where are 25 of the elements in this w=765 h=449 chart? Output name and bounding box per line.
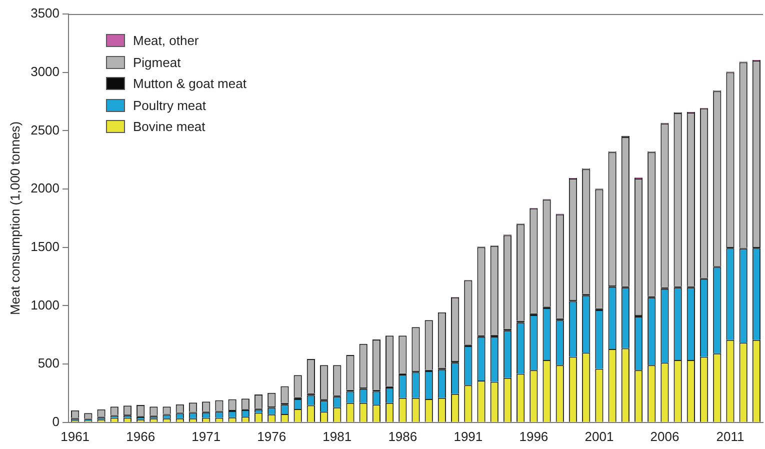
legend-label: Meat, other <box>133 33 199 48</box>
x-tick-label: 2006 <box>650 428 680 444</box>
legend-label: Mutton & goat meat <box>133 76 246 92</box>
x-tick-label: 1981 <box>322 428 352 444</box>
x-tick-label: 1991 <box>454 428 483 444</box>
y-tick-label: 3000 <box>30 64 60 79</box>
y-tick-label: 1000 <box>30 297 60 312</box>
legend-label: Pigmeat <box>133 54 181 70</box>
y-tick-label: 1500 <box>30 238 60 254</box>
x-tick-label: 2001 <box>584 428 614 444</box>
y-tick-label: 0 <box>52 414 60 429</box>
legend-label: Poultry meat <box>133 98 206 113</box>
y-tick-label: 500 <box>38 356 60 371</box>
y-axis-title: Meat consumption (1,000 tonnes) <box>7 121 22 316</box>
x-tick-label: 1996 <box>519 428 548 444</box>
legend-label: Bovine meat <box>133 119 206 134</box>
x-tick-label: 1961 <box>60 428 90 444</box>
y-tick-label: 2500 <box>30 122 60 138</box>
y-tick-label: 3500 <box>30 6 60 21</box>
x-tick-label: 1966 <box>126 428 156 444</box>
x-tick-label: 1976 <box>257 428 286 444</box>
x-tick-label: 2011 <box>716 428 744 444</box>
x-tick-label: 1971 <box>192 428 221 444</box>
x-tick-label: 1986 <box>388 428 418 444</box>
y-tick-label: 2000 <box>30 180 60 196</box>
